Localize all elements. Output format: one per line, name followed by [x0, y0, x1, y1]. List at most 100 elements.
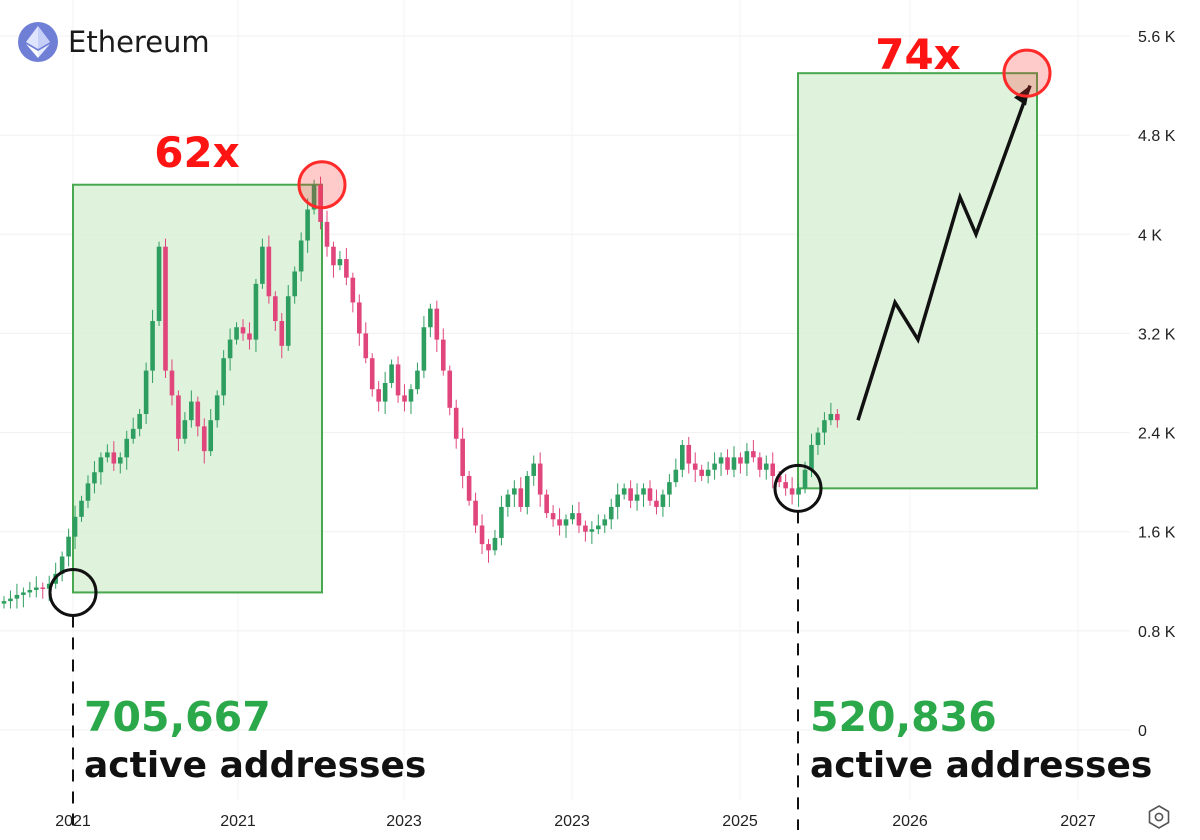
- candle-body: [195, 401, 201, 427]
- candle-body: [240, 327, 246, 334]
- x-tick-label: 2021: [55, 813, 91, 830]
- candle-body: [117, 457, 123, 464]
- candle-body: [796, 488, 801, 495]
- candle-body: [201, 426, 207, 452]
- x-tick-label: 2021: [220, 813, 256, 830]
- candle-body: [247, 333, 252, 340]
- x-tick-label: 2023: [386, 813, 422, 830]
- candle-body: [40, 587, 46, 589]
- candle-body: [1, 601, 7, 604]
- candle-body: [227, 339, 233, 359]
- candle-body: [667, 482, 672, 495]
- candle-body: [176, 395, 181, 439]
- y-tick-label: 4 K: [1138, 227, 1162, 244]
- growth-box-2: [797, 72, 1038, 490]
- candle-body: [763, 463, 769, 470]
- candle-body: [72, 516, 78, 537]
- markers: [48, 48, 1052, 830]
- candle-body: [673, 469, 679, 483]
- candle-body: [66, 536, 71, 557]
- candle-body: [124, 438, 130, 458]
- y-tick-label: 5.6 K: [1138, 29, 1176, 46]
- y-tick-label: 3.2 K: [1138, 326, 1176, 343]
- candle-body: [331, 246, 336, 266]
- candle-body: [738, 457, 743, 464]
- candle-body: [518, 488, 524, 507]
- candle-body: [285, 296, 291, 346]
- candle-body: [473, 500, 478, 526]
- candle-body: [570, 513, 575, 520]
- candle-body: [686, 444, 692, 464]
- candle-body: [731, 457, 737, 470]
- candle-body: [680, 444, 685, 470]
- candle-body: [654, 500, 659, 507]
- candle-body: [660, 494, 666, 507]
- chart-header: Ethereum: [18, 22, 210, 62]
- ethereum-icon: [18, 22, 58, 62]
- growth-box-1: [72, 183, 323, 594]
- candle-body: [550, 513, 556, 520]
- candle-body: [208, 420, 214, 452]
- candle-body: [105, 452, 110, 458]
- candle-body: [137, 413, 142, 429]
- candle-body: [421, 327, 427, 371]
- candle-body: [415, 370, 420, 390]
- y-axis: 0 0.8 K 1.6 K 2.4 K 3.2 K 4 K 4.8 K 5.6 K: [1138, 29, 1176, 740]
- candle-body: [169, 370, 175, 396]
- candle-body: [350, 277, 356, 303]
- candle-body: [492, 537, 498, 551]
- candle-body: [789, 488, 795, 495]
- annotation-label: 74x: [875, 30, 961, 79]
- projection-path: [856, 84, 1032, 421]
- candle-body: [143, 370, 149, 414]
- candle-body: [692, 463, 698, 470]
- candle-body: [589, 529, 595, 532]
- candle-body: [221, 358, 226, 396]
- candle-body: [34, 587, 39, 590]
- candle-body: [85, 483, 91, 501]
- candle-body: [602, 519, 608, 526]
- asset-title: Ethereum: [68, 25, 210, 59]
- candle-body: [770, 463, 776, 476]
- candle-body: [163, 246, 168, 371]
- candle-body: [615, 494, 620, 507]
- candle-body: [182, 420, 188, 439]
- candle-body: [783, 482, 788, 489]
- candle-body: [337, 259, 343, 266]
- candle-body: [447, 370, 453, 408]
- candle-body: [59, 556, 65, 574]
- candle-body: [453, 407, 459, 439]
- candle-body: [440, 339, 446, 371]
- candle-body: [621, 488, 627, 495]
- candle-body: [466, 475, 472, 501]
- candle-body: [324, 221, 330, 247]
- candle-body: [402, 395, 407, 402]
- candle-body: [608, 506, 614, 520]
- candle-body: [305, 209, 310, 241]
- candle-body: [46, 583, 52, 589]
- peak-circle-2: [1002, 48, 1052, 98]
- candle-body: [273, 296, 278, 322]
- candle-body: [357, 302, 362, 334]
- candle-body: [189, 401, 194, 421]
- candle-body: [98, 457, 104, 473]
- candle-body: [408, 389, 414, 402]
- candle-body: [647, 488, 653, 501]
- candle-body: [757, 457, 763, 470]
- y-tick-label: 2.4 K: [1138, 426, 1176, 443]
- settings-icon[interactable]: [1144, 802, 1174, 832]
- candle-body: [298, 240, 304, 272]
- candle-body: [822, 420, 827, 433]
- candle-body: [815, 432, 821, 445]
- candle-body: [809, 444, 814, 470]
- candle-body: [8, 598, 13, 602]
- candle-body: [130, 428, 136, 439]
- candle-body: [828, 413, 834, 421]
- candle-body: [531, 463, 537, 476]
- candle-body: [634, 494, 640, 501]
- candle-body: [27, 589, 33, 593]
- candle-body: [14, 594, 20, 599]
- candle-body: [705, 469, 711, 476]
